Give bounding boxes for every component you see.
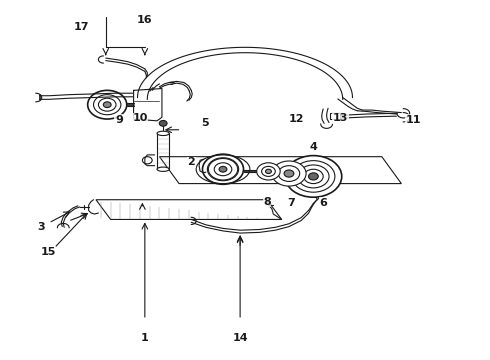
- Circle shape: [272, 161, 306, 186]
- Circle shape: [284, 170, 294, 177]
- Text: 7: 7: [288, 198, 295, 208]
- Text: 12: 12: [289, 114, 304, 124]
- Text: 13: 13: [333, 113, 348, 123]
- Text: 10: 10: [132, 113, 147, 123]
- Circle shape: [266, 169, 271, 174]
- Text: 15: 15: [40, 247, 56, 257]
- Text: 4: 4: [310, 142, 318, 152]
- Text: 5: 5: [201, 118, 209, 128]
- Text: 11: 11: [406, 115, 421, 125]
- Circle shape: [159, 121, 167, 126]
- Text: 2: 2: [187, 157, 195, 167]
- Circle shape: [103, 102, 111, 108]
- Bar: [330, 113, 340, 119]
- Text: 8: 8: [263, 197, 271, 207]
- Circle shape: [219, 166, 227, 172]
- Ellipse shape: [157, 131, 169, 135]
- Text: 16: 16: [137, 15, 153, 26]
- Text: 3: 3: [37, 222, 45, 232]
- Text: 14: 14: [232, 333, 248, 343]
- Polygon shape: [96, 200, 282, 220]
- Text: 17: 17: [74, 22, 89, 32]
- Polygon shape: [159, 157, 401, 184]
- Ellipse shape: [157, 167, 169, 171]
- Circle shape: [285, 156, 342, 197]
- Circle shape: [257, 163, 280, 180]
- Ellipse shape: [196, 155, 250, 184]
- Text: 6: 6: [319, 198, 327, 208]
- Text: 1: 1: [141, 333, 148, 343]
- Circle shape: [309, 173, 318, 180]
- Text: 9: 9: [115, 115, 123, 125]
